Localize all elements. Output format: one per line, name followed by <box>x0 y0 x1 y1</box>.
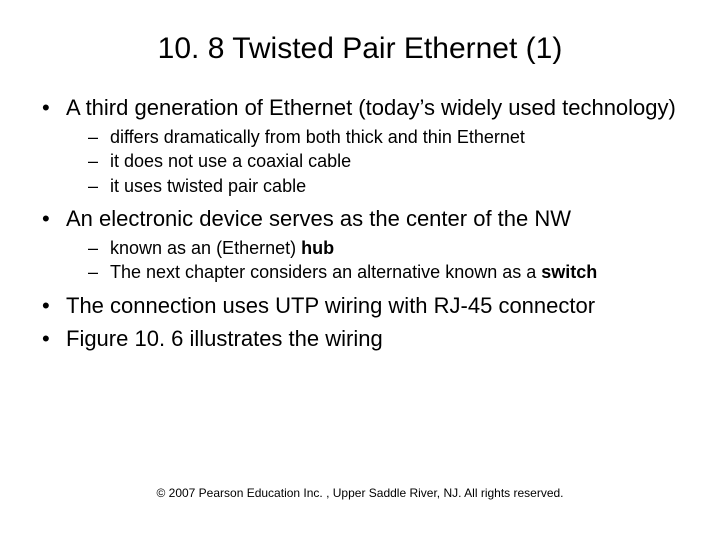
bold-text: hub <box>301 238 334 258</box>
slide: 10. 8 Twisted Pair Ethernet (1) A third … <box>0 0 720 540</box>
list-item: it does not use a coaxial cable <box>66 150 680 173</box>
bullet-text: An electronic device serves as the cente… <box>66 206 571 231</box>
list-item: differs dramatically from both thick and… <box>66 126 680 149</box>
list-item: The connection uses UTP wiring with RJ-4… <box>40 292 680 320</box>
bold-text: switch <box>541 262 597 282</box>
list-item: Figure 10. 6 illustrates the wiring <box>40 325 680 353</box>
sub-list: known as an (Ethernet) hub The next chap… <box>66 237 680 284</box>
copyright-footer: © 2007 Pearson Education Inc. , Upper Sa… <box>0 486 720 500</box>
sub-list: differs dramatically from both thick and… <box>66 126 680 198</box>
bullet-text: The connection uses UTP wiring with RJ-4… <box>66 293 595 318</box>
bullet-list: A third generation of Ethernet (today’s … <box>40 94 680 353</box>
list-item: The next chapter considers an alternativ… <box>66 261 680 284</box>
bullet-text: A third generation of Ethernet (today’s … <box>66 95 676 120</box>
list-item: A third generation of Ethernet (today’s … <box>40 94 680 197</box>
list-item: it uses twisted pair cable <box>66 175 680 198</box>
slide-title: 10. 8 Twisted Pair Ethernet (1) <box>0 0 720 94</box>
bullet-text: differs dramatically from both thick and… <box>110 127 525 147</box>
bullet-text: The next chapter considers an alternativ… <box>110 262 541 282</box>
list-item: known as an (Ethernet) hub <box>66 237 680 260</box>
slide-body: A third generation of Ethernet (today’s … <box>0 94 720 353</box>
list-item: An electronic device serves as the cente… <box>40 205 680 284</box>
bullet-text: it uses twisted pair cable <box>110 176 306 196</box>
bullet-text: it does not use a coaxial cable <box>110 151 351 171</box>
bullet-text: Figure 10. 6 illustrates the wiring <box>66 326 383 351</box>
bullet-text: known as an (Ethernet) <box>110 238 301 258</box>
